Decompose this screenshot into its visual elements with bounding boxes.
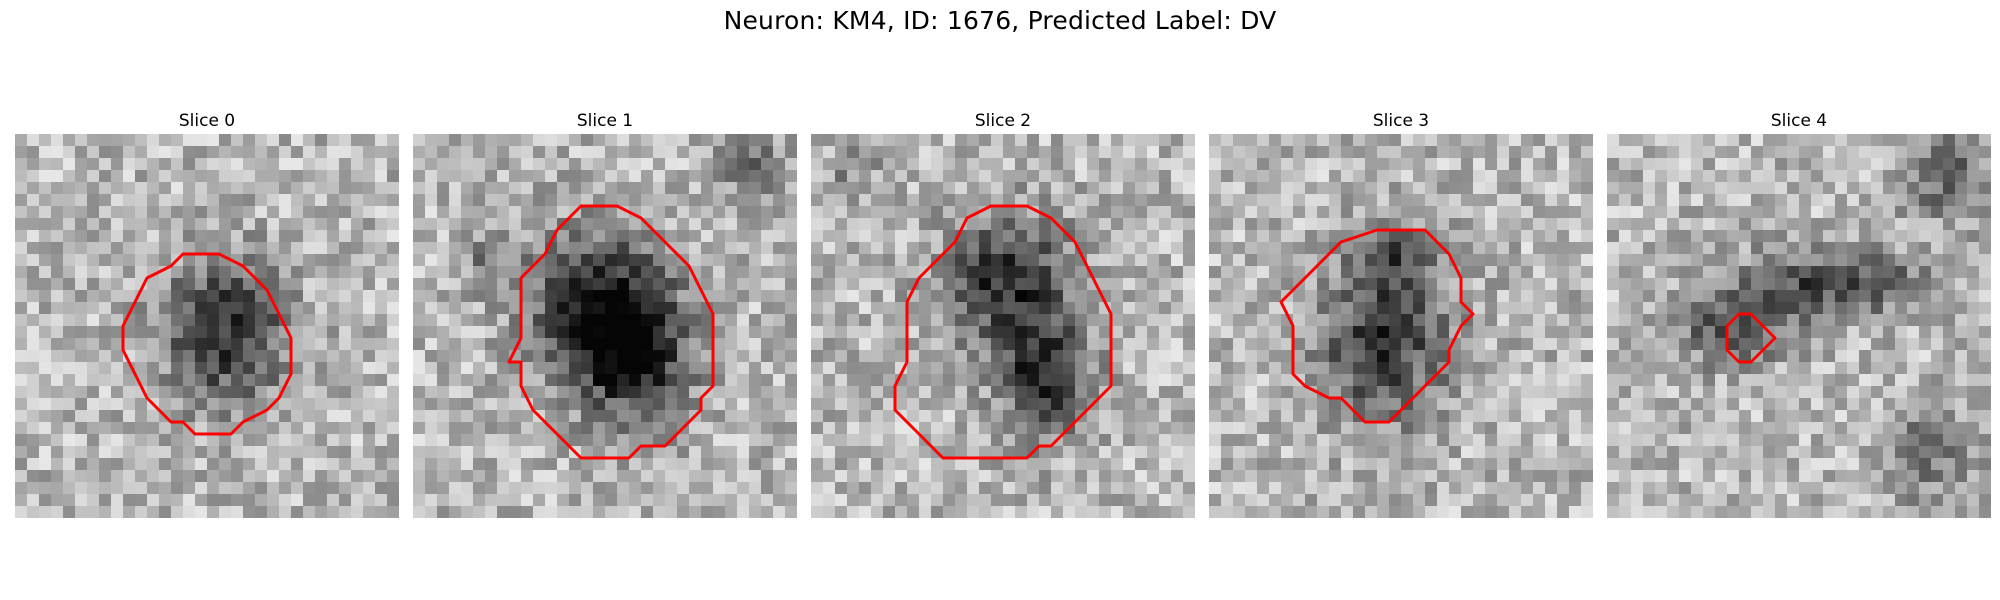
slice-image: [1607, 134, 1991, 518]
panel-slice-0: Slice 0: [15, 108, 399, 518]
panel-title: Slice 4: [1770, 111, 1828, 131]
segmentation-contour: [893, 204, 1113, 460]
panel-title: Slice 3: [1372, 111, 1430, 131]
slice-image: [413, 134, 797, 518]
panel-slice-1: Slice 1: [413, 108, 797, 518]
panel-title: Slice 1: [576, 111, 634, 131]
panel-title: Slice 0: [178, 111, 236, 131]
segmentation-contour: [121, 252, 293, 436]
slice-image: [1209, 134, 1593, 518]
panel-title: Slice 2: [974, 111, 1032, 131]
slice-image: [811, 134, 1195, 518]
panel-slice-4: Slice 4: [1607, 108, 1991, 518]
segmentation-contour: [507, 204, 715, 460]
segmentation-contour: [1279, 228, 1475, 424]
panel-slice-2: Slice 2: [811, 108, 1195, 518]
figure-title: Neuron: KM4, ID: 1676, Predicted Label: …: [723, 6, 1277, 35]
segmentation-contour: [1725, 312, 1777, 364]
slice-image: [15, 134, 399, 518]
panel-slice-3: Slice 3: [1209, 108, 1593, 518]
